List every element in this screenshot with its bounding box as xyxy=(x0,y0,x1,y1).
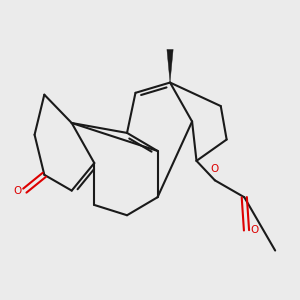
Text: O: O xyxy=(250,225,258,235)
Text: O: O xyxy=(211,164,219,174)
Polygon shape xyxy=(167,50,173,82)
Text: O: O xyxy=(13,186,21,196)
